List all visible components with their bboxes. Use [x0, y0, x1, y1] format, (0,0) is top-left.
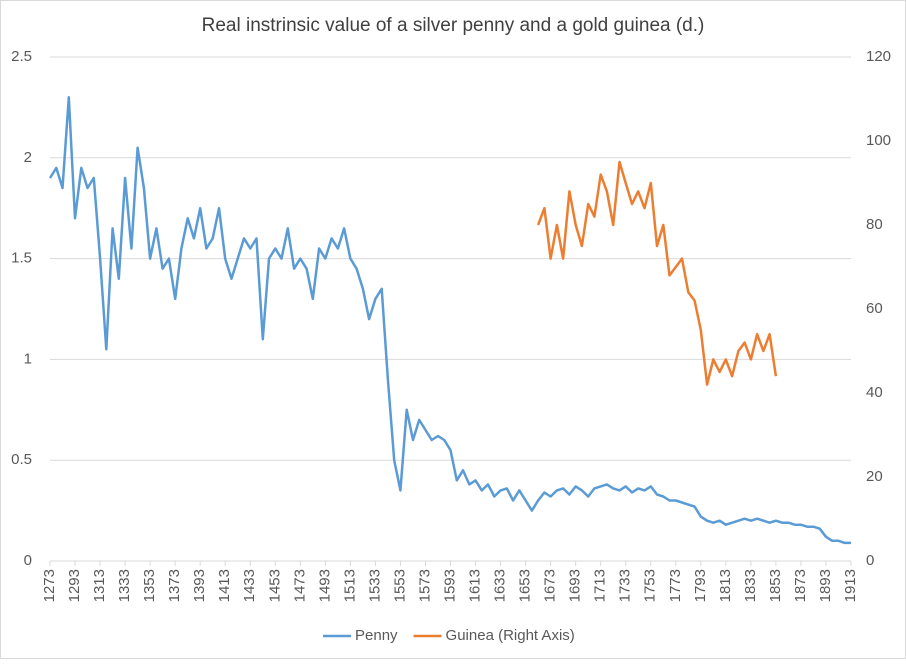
x-tick-label: 1833 [742, 569, 759, 602]
x-tick-label: 1573 [416, 569, 433, 602]
x-tick-label: 1313 [91, 569, 108, 602]
y-tick-label: 2.5 [11, 48, 32, 65]
x-tick-label: 1613 [467, 569, 484, 602]
y2-tick-label: 40 [866, 384, 883, 401]
x-tick-label: 1773 [667, 569, 684, 602]
x-tick-label: 1633 [492, 569, 509, 602]
y-tick-label: 2 [24, 149, 32, 166]
x-tick-label: 1473 [291, 569, 308, 602]
x-tick-label: 1673 [542, 569, 559, 602]
x-tick-label: 1333 [116, 569, 133, 602]
x-tick-label: 1693 [567, 569, 584, 602]
y2-tick-label: 0 [866, 552, 874, 569]
x-tick-label: 1293 [66, 569, 83, 602]
y2-tick-label: 100 [866, 132, 891, 149]
data-line [48, 96, 851, 545]
y-tick-label: 1 [24, 350, 32, 367]
x-tick-label: 1913 [842, 569, 859, 602]
y2-tick-label: 20 [866, 468, 883, 485]
x-tick-label: 1533 [366, 569, 383, 602]
legend-label: Penny [355, 627, 398, 644]
x-tick-label: 1553 [391, 569, 408, 602]
y2-tick-label: 60 [866, 300, 883, 317]
y-tick-label: 1.5 [11, 250, 32, 267]
x-tick-label: 1493 [316, 569, 333, 602]
x-tick-label: 1813 [717, 569, 734, 602]
x-tick-label: 1793 [692, 569, 709, 602]
x-tick-label: 1433 [241, 569, 258, 602]
chart-title: Real instrinsic value of a silver penny … [202, 15, 705, 36]
x-tick-label: 1713 [592, 569, 609, 602]
x-tick-label: 1593 [441, 569, 458, 602]
x-tick-label: 1893 [817, 569, 834, 602]
x-tick-label: 1753 [642, 569, 659, 602]
x-tick-label: 1373 [166, 569, 183, 602]
y2-tick-label: 120 [866, 48, 891, 65]
y-tick-label: 0 [24, 552, 32, 569]
y-tick-label: 0.5 [11, 451, 32, 468]
data-line [536, 160, 778, 386]
x-tick-label: 1413 [216, 569, 233, 602]
y2-tick-label: 80 [866, 216, 883, 233]
x-tick-label: 1453 [266, 569, 283, 602]
legend-label: Guinea (Right Axis) [446, 627, 575, 644]
x-tick-label: 1353 [141, 569, 158, 602]
x-tick-label: 1653 [517, 569, 534, 602]
x-tick-label: 1393 [191, 569, 208, 602]
x-tick-label: 1873 [792, 569, 809, 602]
x-tick-label: 1513 [341, 569, 358, 602]
x-tick-label: 1273 [41, 569, 58, 602]
x-tick-label: 1733 [617, 569, 634, 602]
x-tick-label: 1853 [767, 569, 784, 602]
